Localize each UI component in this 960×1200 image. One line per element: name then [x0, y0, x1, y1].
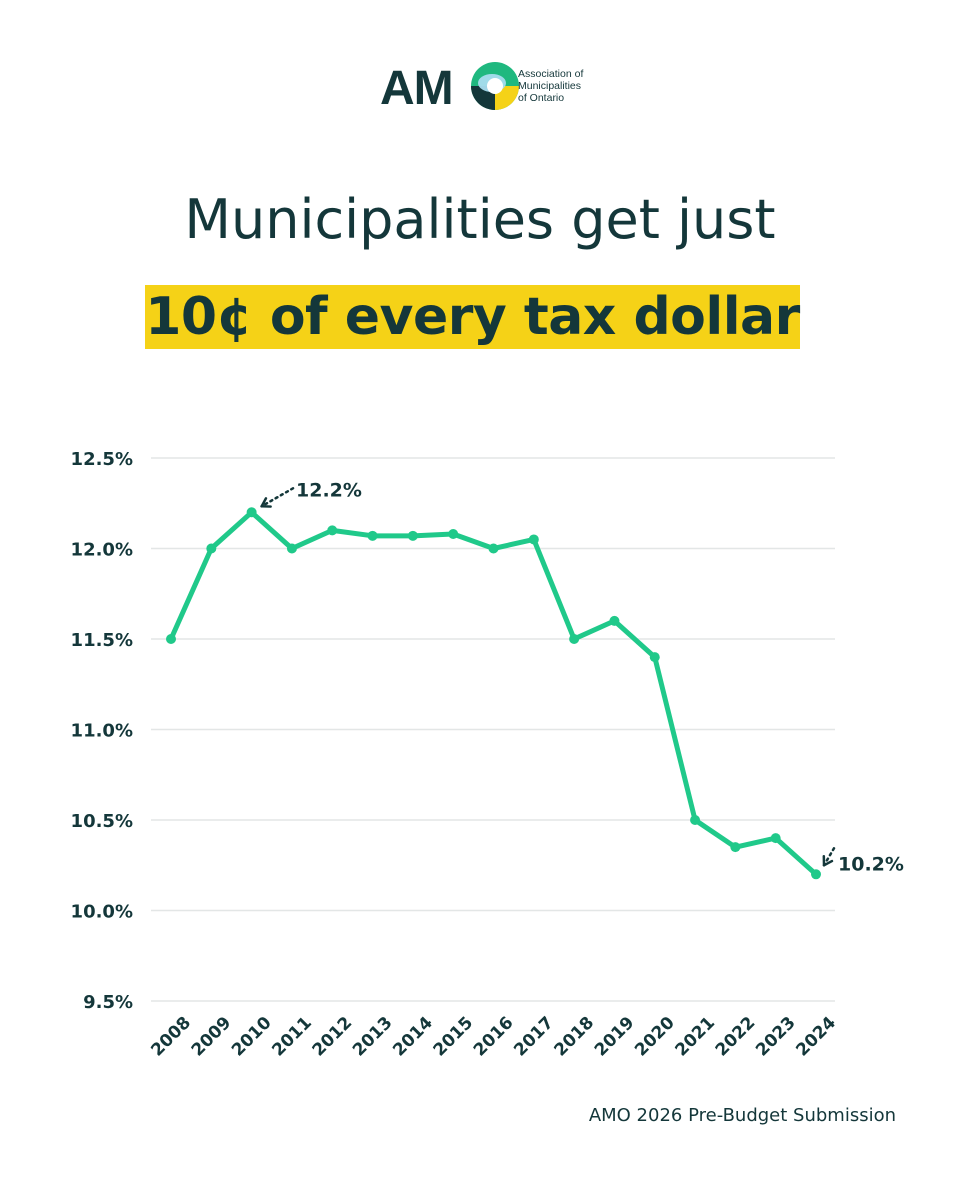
data-point [528, 534, 539, 545]
annotation-arrowhead [822, 855, 834, 867]
data-point [609, 615, 620, 626]
x-tick-label: 2012 [309, 1013, 357, 1061]
x-tick-label: 2023 [752, 1013, 800, 1061]
x-tick-label: 2014 [389, 1013, 437, 1061]
logo-wordmark: AM [380, 62, 454, 115]
annotation-label: 12.2% [296, 479, 362, 501]
data-point [448, 529, 459, 540]
logo-org-line-1: Association of [518, 68, 584, 80]
data-point [286, 543, 297, 554]
y-tick-label: 11.5% [71, 630, 133, 651]
x-tick-label: 2019 [591, 1013, 639, 1061]
y-tick-label: 10.5% [71, 811, 133, 832]
y-tick-label: 9.5% [83, 992, 133, 1013]
line-chart: 9.5%10.0%10.5%11.0%11.5%12.0%12.5% 20082… [71, 449, 904, 1061]
data-point [770, 833, 781, 844]
data-point [690, 815, 701, 825]
data-point [488, 543, 499, 554]
data-point [246, 507, 257, 518]
data-point [206, 543, 217, 554]
logo-o-icon [471, 62, 519, 110]
data-point [730, 842, 741, 853]
y-tick-label: 10.0% [71, 902, 133, 923]
y-tick-label: 12.0% [71, 540, 133, 561]
x-tick-label: 2010 [228, 1013, 276, 1061]
headline-line-2: 10¢ of every tax dollar [145, 287, 800, 347]
chart-annotations: 12.2% 10.2% [260, 479, 904, 875]
data-point [166, 634, 176, 644]
data-point [407, 530, 418, 541]
headline-line-1: Municipalities get just [184, 188, 776, 251]
annotation-label: 10.2% [838, 853, 904, 875]
data-point [327, 525, 338, 536]
y-tick-label: 12.5% [71, 449, 133, 470]
x-tick-label: 2016 [470, 1013, 518, 1061]
amo-logo: AM Association of Municipalities of Onta… [380, 58, 620, 120]
x-tick-label: 2018 [551, 1013, 599, 1061]
data-point [811, 869, 821, 880]
logo-org-name: Association of Municipalities of Ontario [518, 68, 618, 104]
x-tick-label: 2017 [510, 1013, 558, 1061]
annotation-arrowhead [260, 497, 272, 508]
x-tick-label: 2022 [712, 1013, 760, 1061]
x-tick-label: 2021 [671, 1013, 719, 1061]
x-tick-label: 2013 [349, 1013, 397, 1061]
annotation-arrow-line [260, 487, 295, 508]
logo-org-line-2: Municipalities [518, 80, 582, 92]
x-tick-label: 2020 [631, 1013, 679, 1061]
x-tick-label: 2008 [147, 1013, 195, 1061]
x-tick-label: 2024 [792, 1013, 840, 1061]
chart-series [166, 507, 821, 880]
y-axis-ticks: 9.5% 10.0% 10.5% 11.0% 11.5% 12.0% 12.5% [71, 449, 133, 1013]
headline-highlight: 10¢ of every tax dollar [145, 285, 800, 349]
logo-org-line-3: of Ontario [518, 92, 565, 104]
y-tick-label: 11.0% [71, 721, 133, 742]
source-note: AMO 2026 Pre-Budget Submission [588, 1105, 896, 1126]
data-point [569, 634, 580, 644]
data-point [367, 530, 378, 541]
x-tick-label: 2009 [188, 1013, 236, 1061]
x-tick-label: 2015 [430, 1013, 478, 1061]
data-point [649, 652, 660, 663]
x-axis-ticks: 2008200920102011201220132014201520162017… [147, 1013, 840, 1061]
chart-gridlines [151, 457, 835, 1002]
x-tick-label: 2011 [268, 1013, 316, 1061]
